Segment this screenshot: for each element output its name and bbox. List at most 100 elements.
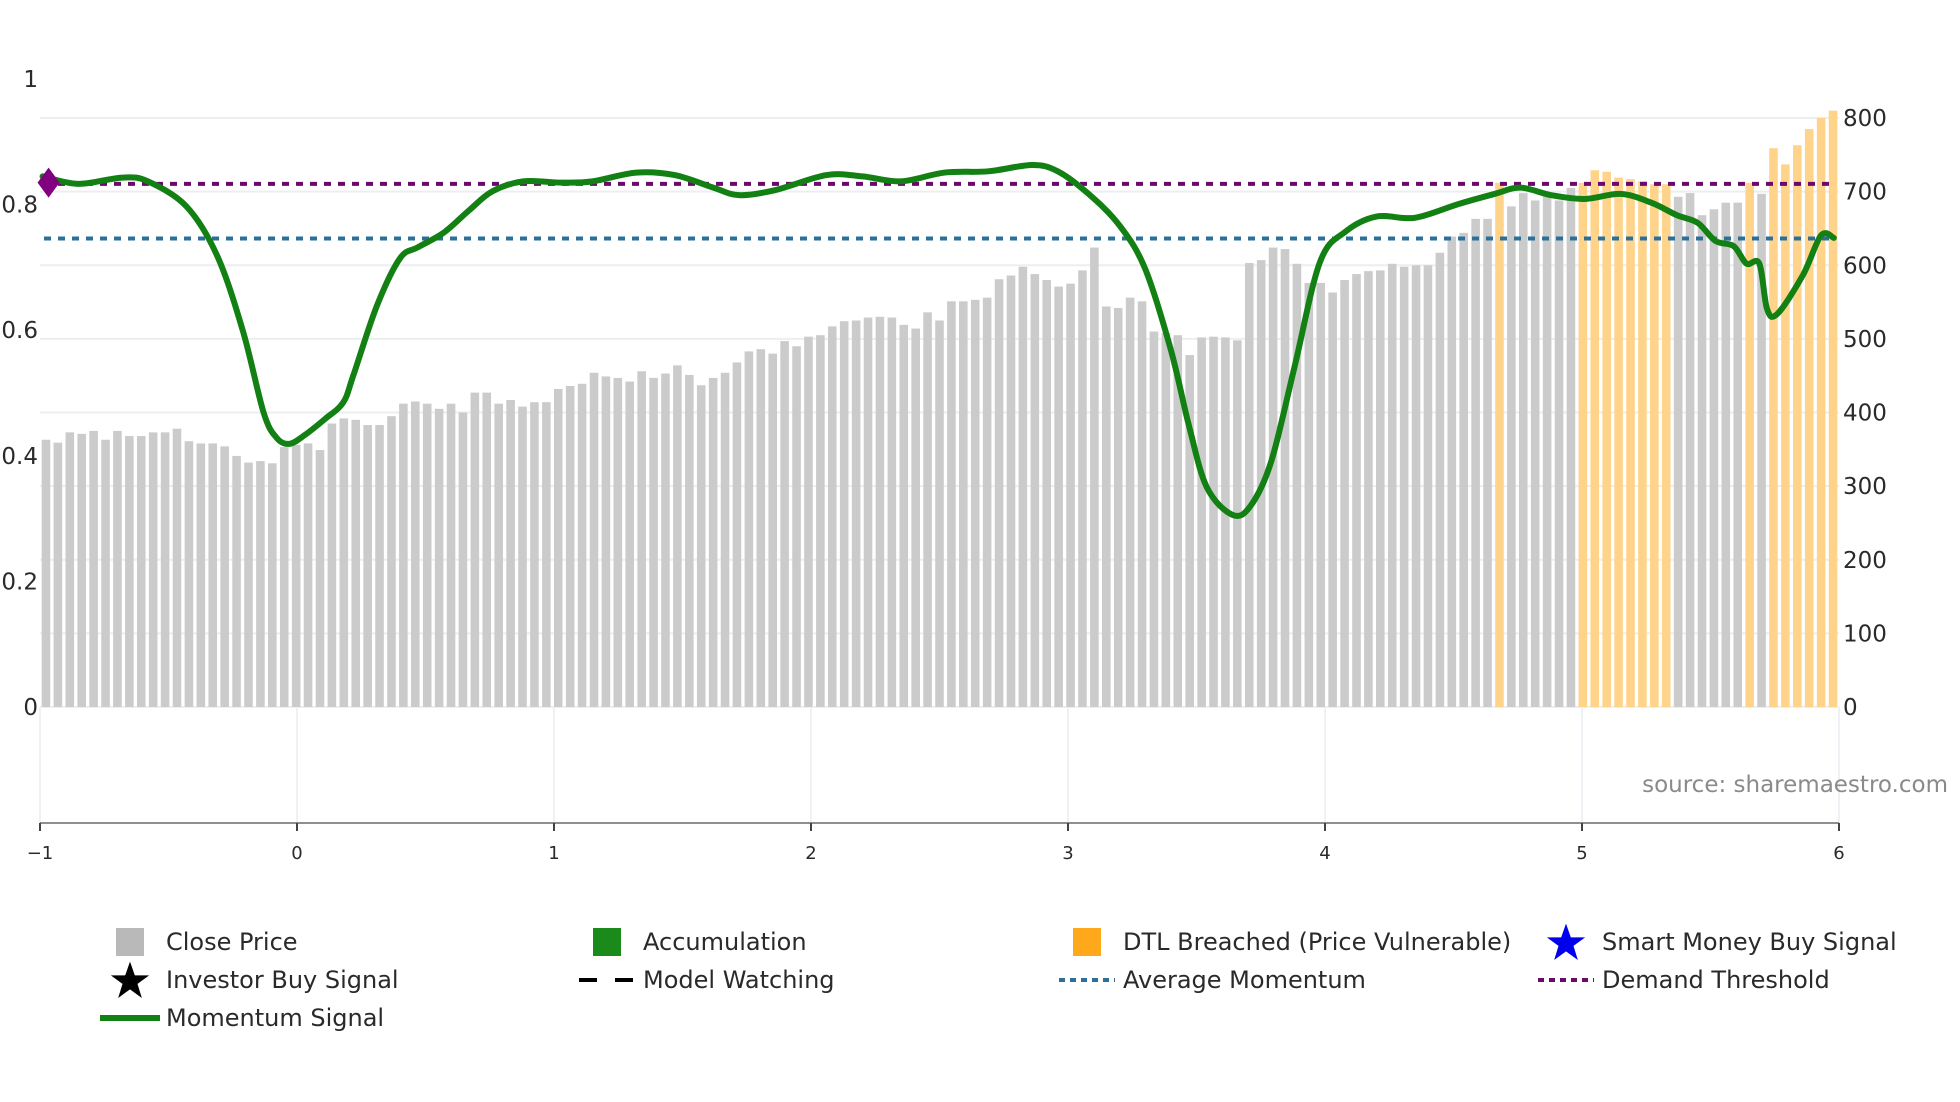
price-bar	[1030, 274, 1040, 707]
threshold-lines	[44, 181, 1829, 241]
legend-item-average-momentum[interactable]: Average Momentum	[1057, 962, 1366, 998]
price-bar	[1566, 187, 1576, 708]
price-bar	[827, 326, 837, 707]
price-bar	[1137, 301, 1147, 707]
legend-label: Momentum Signal	[166, 1004, 385, 1032]
price-bar	[1447, 236, 1457, 707]
price-bar	[696, 385, 706, 707]
star-icon	[1546, 923, 1586, 960]
right-y-axis: 0 100 200 300 400 500 600 700 800	[1843, 106, 1887, 721]
price-bar	[1125, 297, 1135, 707]
dot-line-icon	[1538, 978, 1594, 982]
price-bar	[184, 441, 194, 707]
legend-item-close-price[interactable]: Close Price	[100, 924, 298, 960]
price-bar	[649, 377, 658, 707]
signal-markers	[37, 167, 60, 198]
price-bar	[1006, 275, 1016, 707]
price-bar	[1340, 279, 1349, 707]
legend-item-smart-money-buy[interactable]: Smart Money Buy Signal	[1536, 923, 1897, 960]
price-bar	[1149, 331, 1159, 707]
price-bar	[303, 443, 313, 707]
right-axis-tick: 300	[1843, 474, 1887, 500]
price-bar	[1161, 332, 1171, 707]
price-bar	[1066, 283, 1075, 707]
x-axis-tick: −1	[27, 843, 54, 864]
price-bar	[1304, 282, 1314, 707]
price-bar	[494, 403, 503, 707]
price-bar	[565, 385, 575, 707]
price-bar	[589, 372, 599, 707]
dot-line-icon	[1059, 978, 1115, 982]
price-bar	[387, 416, 396, 707]
legend-item-dtl-breached[interactable]: DTL Breached (Price Vulnerable)	[1057, 924, 1511, 960]
price-bar	[970, 299, 980, 707]
price-bar	[1828, 110, 1838, 707]
left-y-axis: 0 0.2 0.4 0.6 0.8 1	[1, 67, 38, 721]
legend-item-model-watching[interactable]: Model Watching	[577, 962, 835, 998]
price-bar	[1209, 336, 1218, 707]
diamond-icon	[37, 167, 60, 198]
price-bar	[458, 412, 468, 707]
right-axis-tick: 800	[1843, 106, 1887, 132]
price-bar	[244, 462, 253, 707]
price-bar	[530, 402, 539, 707]
price-bar	[1530, 200, 1540, 707]
price-bar	[339, 418, 349, 707]
price-bar	[1364, 271, 1373, 707]
legend-label: Demand Threshold	[1602, 966, 1830, 994]
price-bar	[1697, 215, 1707, 707]
momentum-signal-line	[39, 162, 1837, 519]
price-bar	[422, 403, 432, 707]
price-bar	[1376, 270, 1385, 707]
price-bar	[327, 423, 337, 707]
price-bar	[1542, 193, 1552, 707]
source-label: source: sharemaestro.com	[1642, 772, 1948, 798]
price-bar	[1411, 265, 1421, 707]
price-bar	[994, 279, 1004, 707]
legend-item-investor-buy[interactable]: Investor Buy Signal	[100, 961, 399, 998]
legend-item-momentum-signal[interactable]: Momentum Signal	[100, 1000, 384, 1036]
x-axis-tick: 5	[1576, 843, 1587, 864]
price-bar	[1745, 182, 1754, 708]
price-bar	[291, 444, 301, 707]
right-axis-tick: 500	[1843, 327, 1887, 353]
price-bar	[768, 353, 777, 707]
legend-label: Model Watching	[643, 966, 835, 994]
price-bar	[577, 383, 587, 707]
legend-label: Investor Buy Signal	[166, 966, 399, 994]
legend-label: Accumulation	[643, 928, 807, 956]
price-bar	[1054, 286, 1063, 707]
price-bar	[268, 463, 277, 707]
price-bar	[77, 433, 86, 707]
price-bar	[1685, 193, 1695, 707]
square-icon	[1073, 928, 1101, 956]
price-bar	[1221, 337, 1230, 707]
price-bar	[1423, 265, 1433, 707]
price-bar	[172, 428, 182, 707]
price-bar	[1614, 177, 1623, 708]
price-bar	[279, 447, 289, 707]
price-bar	[1316, 282, 1326, 707]
price-bar	[1578, 182, 1588, 708]
price-bar	[792, 346, 801, 707]
left-axis-tick: 1	[23, 67, 38, 93]
price-bar	[256, 461, 265, 707]
x-axis-tick: 1	[548, 843, 559, 864]
star-icon	[110, 961, 150, 998]
price-bar	[41, 439, 51, 707]
price-bar	[136, 436, 146, 707]
legend-item-accumulation[interactable]: Accumulation	[577, 924, 807, 960]
price-bar	[982, 297, 992, 707]
price-bar	[1102, 306, 1111, 707]
square-icon	[116, 928, 144, 956]
left-axis-tick: 0.8	[1, 193, 38, 219]
price-bar	[434, 408, 444, 707]
right-axis-tick: 200	[1843, 548, 1887, 574]
price-bar	[1518, 193, 1528, 707]
price-bar	[732, 362, 742, 707]
price-bar	[208, 443, 218, 707]
price-bar	[65, 432, 75, 707]
price-bar	[1638, 181, 1647, 707]
legend-item-demand-threshold[interactable]: Demand Threshold	[1536, 962, 1830, 998]
price-bar	[101, 439, 110, 707]
